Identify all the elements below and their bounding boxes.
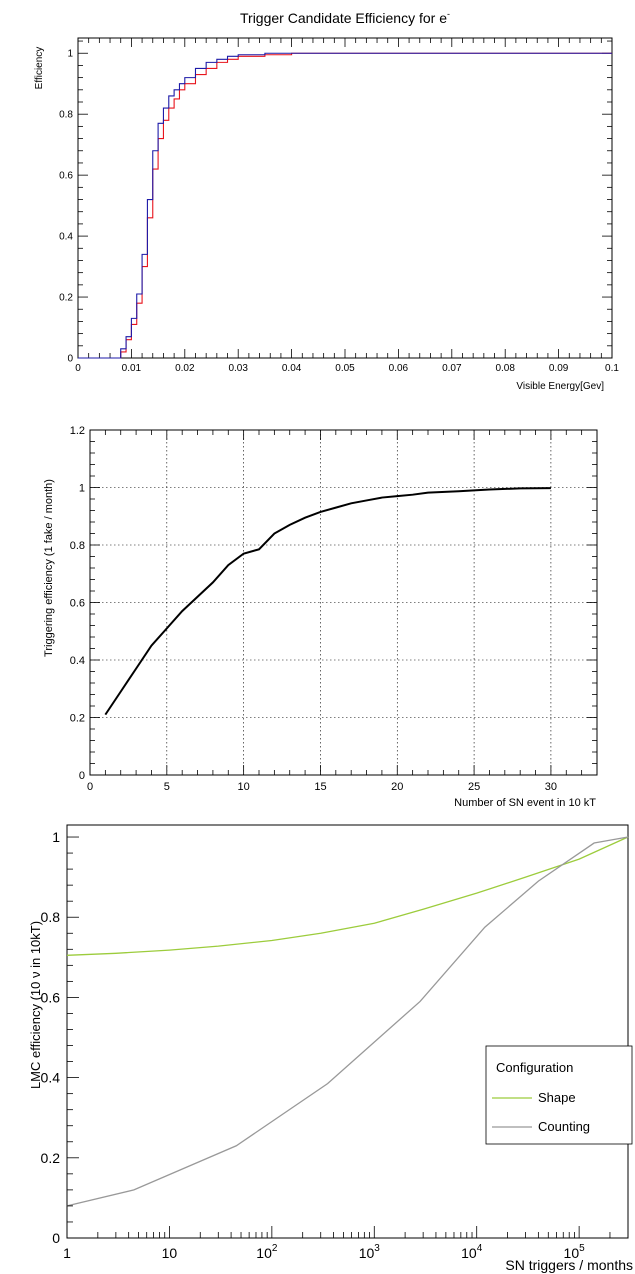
legend-entry-shape: Shape xyxy=(538,1090,576,1105)
x-tick-label: 103 xyxy=(359,1243,381,1261)
x-tick-label: 0.05 xyxy=(335,363,355,374)
x-tick-label: 10 xyxy=(162,1245,178,1261)
y-tick-label: 0.4 xyxy=(59,232,73,243)
chart-trigger-candidate-efficiency: Trigger Candidate Efficiency for e- Effi… xyxy=(34,9,619,392)
y-tick-label: 0 xyxy=(52,1230,60,1246)
legend-title: Configuration xyxy=(496,1060,573,1075)
y-tick-label: 0 xyxy=(79,770,85,782)
y-tick-label: 0.2 xyxy=(41,1150,61,1166)
y-axis-label: Triggering efficiency (1 fake / month) xyxy=(43,479,55,657)
y-tick-label: 1 xyxy=(79,483,85,495)
y-tick-label: 0.4 xyxy=(70,655,85,667)
x-tick-label: 105 xyxy=(564,1243,586,1261)
y-axis-label: LMC efficiency (10 ν in 10kT) xyxy=(28,921,43,1089)
y-tick-label: 0.6 xyxy=(41,989,61,1005)
x-tick-label: 0.04 xyxy=(282,363,302,374)
x-tick-label: 15 xyxy=(314,781,326,793)
x-axis-label: Visible Energy[Gev] xyxy=(516,381,604,392)
legend: Configuration Shape Counting xyxy=(485,1045,633,1145)
series-counting-line xyxy=(66,836,629,1207)
y-tick-label: 1.2 xyxy=(70,425,85,437)
legend-entry-counting: Counting xyxy=(538,1119,590,1134)
y-tick-label: 0.4 xyxy=(41,1070,61,1086)
x-tick-label: 0.1 xyxy=(605,363,619,374)
y-tick-label: 1 xyxy=(52,829,60,845)
x-tick-label: 0 xyxy=(75,363,81,374)
y-tick-label: 0.8 xyxy=(41,909,61,925)
x-tick-label: 0.02 xyxy=(175,363,195,374)
x-tick-label: 0.06 xyxy=(389,363,409,374)
y-axis-label: Efficiency xyxy=(34,47,45,90)
y-tick-label: 0.2 xyxy=(70,713,85,725)
series-efficiency-line xyxy=(104,487,551,716)
plot-frame xyxy=(77,37,613,359)
x-tick-label: 5 xyxy=(164,781,170,793)
x-tick-label: 0 xyxy=(87,781,93,793)
y-tick-label: 0.6 xyxy=(59,171,73,182)
y-tick-label: 0.8 xyxy=(59,110,73,121)
x-tick-label: 0.07 xyxy=(442,363,462,374)
y-tick-label: 0 xyxy=(67,354,73,365)
chart-title: Trigger Candidate Efficiency for e- xyxy=(240,9,450,26)
x-tick-label: 1 xyxy=(63,1245,71,1261)
x-axis-label: SN triggers / months xyxy=(505,1257,633,1273)
series-shape-line xyxy=(66,836,629,956)
x-tick-label: 25 xyxy=(468,781,480,793)
y-tick-label: 0.2 xyxy=(59,293,73,304)
x-tick-label: 0.03 xyxy=(228,363,248,374)
x-tick-label: 102 xyxy=(256,1243,278,1261)
legend-box xyxy=(485,1045,633,1145)
x-tick-label: 0.08 xyxy=(495,363,515,374)
x-tick-label: 30 xyxy=(545,781,557,793)
series-red-histogram xyxy=(78,52,612,359)
y-tick-label: 0.6 xyxy=(70,598,85,610)
x-axis-label: Number of SN event in 10 kT xyxy=(454,797,596,809)
chart-triggering-efficiency: Triggering efficiency (1 fake / month) N… xyxy=(43,425,598,809)
plot-frame xyxy=(66,824,629,1239)
chart-lmc-efficiency: LMC efficiency (10 ν in 10kT) SN trigger… xyxy=(28,824,633,1273)
x-tick-label: 104 xyxy=(461,1243,483,1261)
x-tick-label: 20 xyxy=(391,781,403,793)
y-tick-label: 1 xyxy=(67,49,73,60)
x-tick-label: 0.01 xyxy=(122,363,142,374)
series-blue-histogram xyxy=(78,52,612,359)
y-tick-label: 0.8 xyxy=(70,540,85,552)
x-tick-label: 0.09 xyxy=(549,363,569,374)
x-tick-label: 10 xyxy=(238,781,250,793)
